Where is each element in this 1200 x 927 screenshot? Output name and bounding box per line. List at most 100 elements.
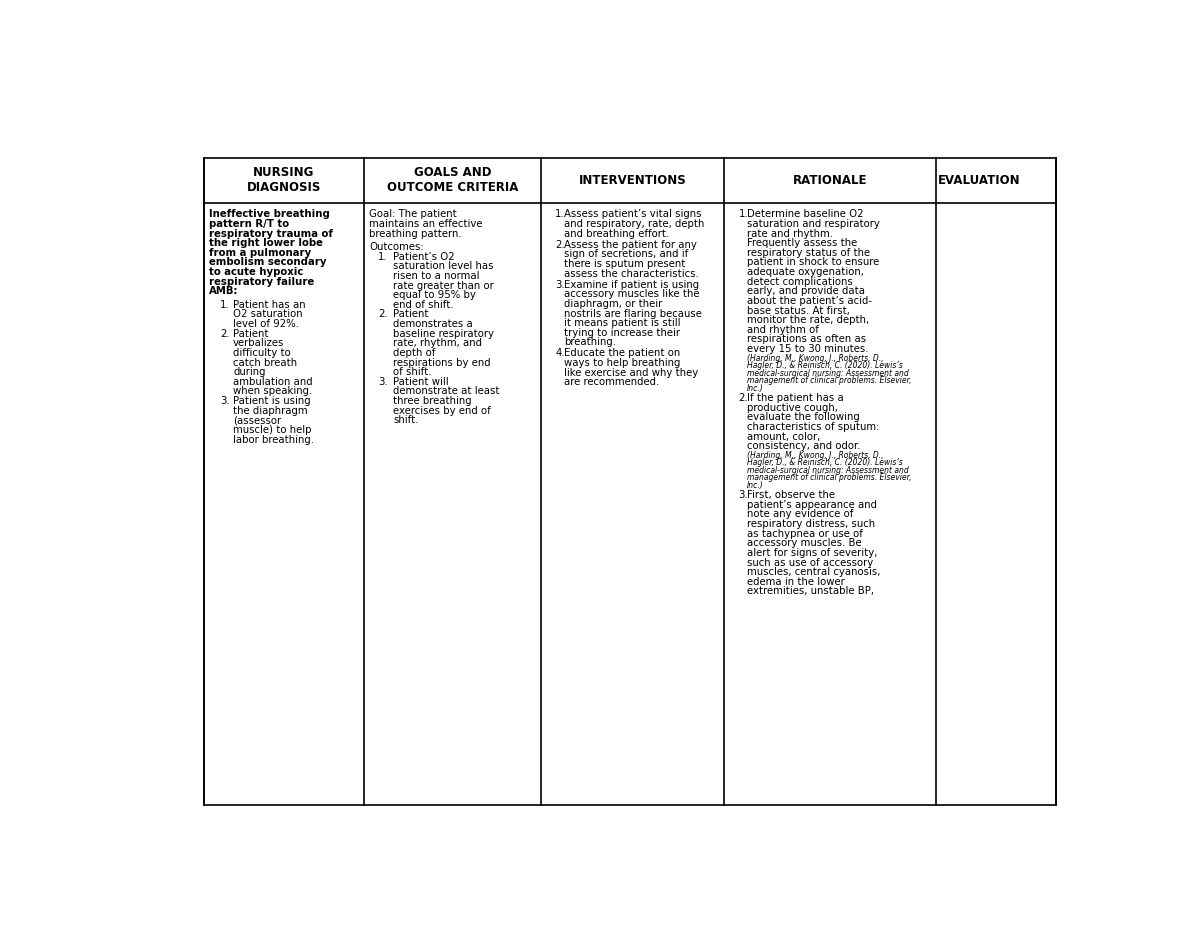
Text: ways to help breathing: ways to help breathing [564, 358, 680, 368]
Text: Patient is using: Patient is using [233, 396, 311, 406]
Text: If the patient has a: If the patient has a [748, 393, 844, 403]
Text: saturation and respiratory: saturation and respiratory [748, 219, 880, 229]
Text: pattern R/T to: pattern R/T to [209, 219, 289, 229]
Text: 1.: 1. [378, 252, 388, 261]
Text: the right lower lobe: the right lower lobe [209, 238, 323, 248]
Text: Inc.): Inc.) [748, 384, 763, 393]
Text: (assessor: (assessor [233, 415, 281, 425]
Text: risen to a normal: risen to a normal [394, 271, 480, 281]
Text: nostrils are flaring because: nostrils are flaring because [564, 309, 702, 319]
Text: such as use of accessory: such as use of accessory [748, 557, 874, 567]
Text: verbalizes: verbalizes [233, 338, 284, 349]
Text: patient in shock to ensure: patient in shock to ensure [748, 258, 880, 268]
Text: rate greater than or: rate greater than or [394, 281, 494, 290]
Text: NURSING
DIAGNOSIS: NURSING DIAGNOSIS [247, 166, 322, 195]
Text: three breathing: three breathing [394, 396, 472, 406]
Text: 1.: 1. [556, 210, 565, 220]
Text: and rhythm of: and rhythm of [748, 324, 818, 335]
Text: 2.: 2. [378, 310, 388, 320]
Text: Patient: Patient [394, 310, 428, 320]
Text: note any evidence of: note any evidence of [748, 510, 853, 519]
Text: 3.: 3. [378, 377, 388, 387]
Text: and respiratory, rate, depth: and respiratory, rate, depth [564, 219, 704, 229]
Text: maintains an effective: maintains an effective [370, 219, 482, 229]
Text: medical-surgical nursing: Assessment and: medical-surgical nursing: Assessment and [748, 466, 908, 475]
Text: like exercise and why they: like exercise and why they [564, 368, 698, 377]
Text: monitor the rate, depth,: monitor the rate, depth, [748, 315, 869, 325]
Text: 3.: 3. [220, 396, 229, 406]
Text: O2 saturation: O2 saturation [233, 310, 302, 320]
Text: there is sputum present: there is sputum present [564, 259, 685, 269]
Text: early, and provide data: early, and provide data [748, 286, 865, 297]
Text: labor breathing.: labor breathing. [233, 435, 314, 445]
Bar [725, 203, 936, 805]
Text: Assess patient’s vital signs: Assess patient’s vital signs [564, 210, 701, 220]
Text: every 15 to 30 minutes.: every 15 to 30 minutes. [748, 344, 869, 354]
Text: the diaphragm: the diaphragm [233, 406, 307, 415]
Text: rate and rhythm.: rate and rhythm. [748, 229, 833, 238]
Text: are recommended.: are recommended. [564, 377, 659, 387]
Text: level of 92%.: level of 92%. [233, 319, 299, 329]
Text: Assess the patient for any: Assess the patient for any [564, 240, 697, 249]
Text: extremities, unstable BP,: extremities, unstable BP, [748, 587, 874, 596]
Text: amount, color,: amount, color, [748, 432, 821, 441]
Text: 3.: 3. [738, 490, 748, 501]
Text: exercises by end of: exercises by end of [394, 406, 491, 415]
Text: from a pulmonary: from a pulmonary [209, 248, 312, 258]
Text: edema in the lower: edema in the lower [748, 577, 845, 587]
Text: (Harding, M., Kwong, J., Roberts, D.,: (Harding, M., Kwong, J., Roberts, D., [748, 354, 883, 362]
Text: saturation level has: saturation level has [394, 261, 493, 272]
Text: muscles, central cyanosis,: muscles, central cyanosis, [748, 567, 881, 578]
Text: EVALUATION: EVALUATION [937, 173, 1020, 187]
Text: productive cough,: productive cough, [748, 402, 838, 413]
Text: baseline respiratory: baseline respiratory [394, 329, 494, 338]
Text: First, observe the: First, observe the [748, 490, 835, 501]
Text: (Harding, M., Kwong, J., Roberts, D.,: (Harding, M., Kwong, J., Roberts, D., [748, 451, 883, 460]
Text: Outcomes:: Outcomes: [370, 242, 424, 252]
Text: respirations as often as: respirations as often as [748, 335, 866, 345]
Text: difficulty to: difficulty to [233, 348, 290, 358]
Text: medical-surgical nursing: Assessment and: medical-surgical nursing: Assessment and [748, 369, 908, 377]
Text: management of clinical problems. Elsevier,: management of clinical problems. Elsevie… [748, 474, 912, 482]
Text: demonstrates a: demonstrates a [394, 319, 473, 329]
Text: during: during [233, 367, 265, 377]
Text: RATIONALE: RATIONALE [793, 173, 868, 187]
Text: trying to increase their: trying to increase their [564, 328, 680, 337]
Text: embolism secondary: embolism secondary [209, 258, 326, 268]
Text: 2.: 2. [738, 393, 748, 403]
Text: rate, rhythm, and: rate, rhythm, and [394, 338, 482, 349]
Text: breathing.: breathing. [564, 337, 616, 348]
Text: shift.: shift. [394, 415, 419, 425]
Text: Inc.): Inc.) [748, 481, 763, 489]
Text: accessory muscles. Be: accessory muscles. Be [748, 539, 862, 549]
Text: 2.: 2. [220, 329, 229, 338]
Text: about the patient’s acid-: about the patient’s acid- [748, 296, 872, 306]
Text: ambulation and: ambulation and [233, 377, 313, 387]
Text: to acute hypoxic: to acute hypoxic [209, 267, 304, 277]
Bar [364, 203, 541, 805]
Text: consistency, and odor.: consistency, and odor. [748, 441, 860, 451]
Text: Frequently assess the: Frequently assess the [748, 238, 857, 248]
Text: respiratory distress, such: respiratory distress, such [748, 519, 875, 529]
Text: breathing pattern.: breathing pattern. [370, 229, 462, 238]
Text: Goal: The patient: Goal: The patient [370, 210, 457, 220]
Text: Patient’s O2: Patient’s O2 [394, 252, 455, 261]
Bar [936, 203, 1021, 805]
Text: Patient: Patient [233, 329, 269, 338]
Text: Patient has an: Patient has an [233, 299, 306, 310]
Bar [541, 203, 725, 805]
Text: 1.: 1. [220, 299, 229, 310]
Text: respiratory status of the: respiratory status of the [748, 248, 870, 258]
Text: diaphragm, or their: diaphragm, or their [564, 298, 662, 309]
Text: 3.: 3. [556, 280, 565, 289]
Text: management of clinical problems. Elsevier,: management of clinical problems. Elsevie… [748, 376, 912, 386]
Text: sign of secretions, and if: sign of secretions, and if [564, 249, 688, 260]
Text: patient’s appearance and: patient’s appearance and [748, 500, 877, 510]
Text: depth of: depth of [394, 348, 436, 358]
Text: muscle) to help: muscle) to help [233, 425, 312, 435]
Text: of shift.: of shift. [394, 367, 432, 377]
Text: when speaking.: when speaking. [233, 387, 312, 397]
Text: and breathing effort.: and breathing effort. [564, 229, 670, 238]
Text: as tachypnea or use of: as tachypnea or use of [748, 528, 863, 539]
Text: end of shift.: end of shift. [394, 299, 454, 310]
